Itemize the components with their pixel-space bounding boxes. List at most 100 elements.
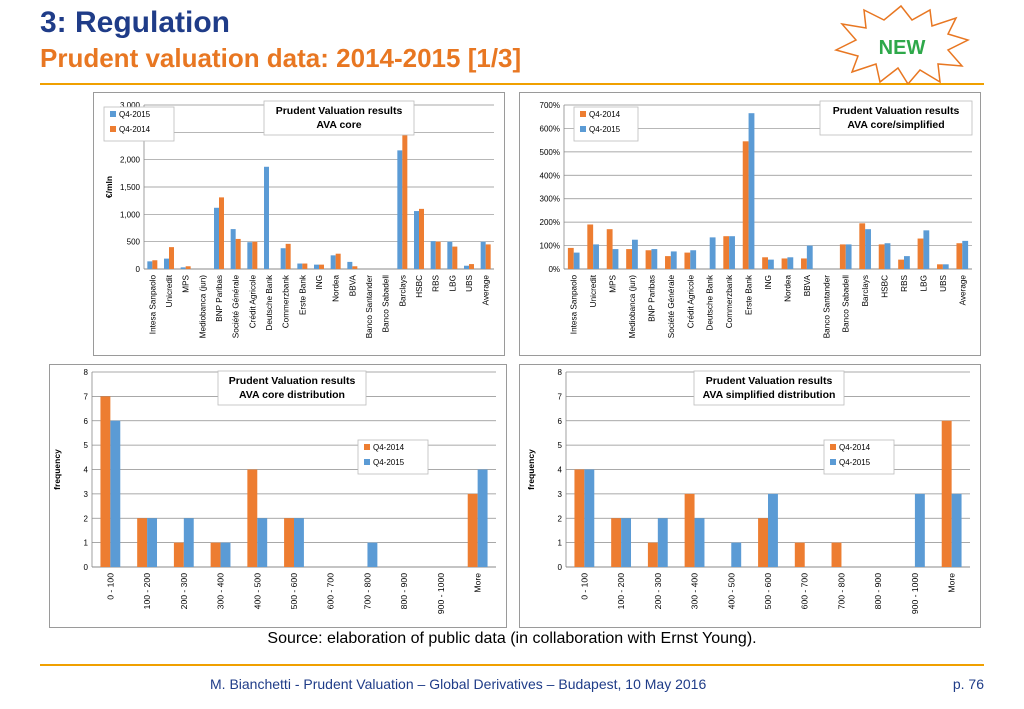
bar	[956, 243, 963, 269]
x-tick-label: Nordea	[783, 275, 792, 302]
x-tick-label: Nordea	[332, 275, 341, 302]
y-axis-label: frequency	[526, 449, 536, 490]
legend-swatch	[830, 444, 836, 450]
bar	[567, 247, 574, 269]
bar	[347, 261, 353, 269]
y-tick-label: 7	[84, 392, 89, 401]
y-tick-label: 400%	[540, 171, 560, 180]
source-note: Source: elaboration of public data (in c…	[267, 630, 757, 647]
bar	[257, 518, 268, 567]
legend-label: Q4-2014	[119, 125, 151, 134]
x-tick-label: 400 - 500	[726, 573, 736, 610]
x-tick-label: Erste Bank	[745, 274, 754, 315]
legend-label: Q4-2015	[839, 458, 871, 467]
x-tick-label: 700 - 800	[362, 573, 372, 610]
chart-title-line: Prudent Valuation results	[276, 105, 403, 117]
bar	[748, 113, 755, 269]
chart-title-line: Prudent Valuation results	[706, 375, 833, 387]
x-tick-label: UBS	[465, 274, 474, 291]
bar	[302, 263, 308, 269]
x-tick-label: Unicredit	[165, 274, 174, 307]
legend-label: Q4-2015	[119, 110, 151, 119]
bar	[684, 252, 691, 269]
y-tick-label: 5	[84, 441, 89, 450]
bar	[942, 264, 949, 269]
bar	[452, 246, 458, 269]
bar	[467, 493, 478, 567]
bar	[480, 241, 486, 269]
chart-panel-ava-simplified-distribution: 0 1 2 3 4 5 6 7 8 frequency 0 - 100 100 - 200 200 - …	[519, 364, 981, 628]
chart-title-box	[693, 370, 845, 406]
x-tick-label: Deutsche Bank	[706, 274, 715, 330]
bar	[621, 518, 632, 567]
x-tick-label: 200 - 300	[179, 573, 189, 610]
x-tick-label: RBS	[900, 274, 909, 291]
bar	[419, 208, 424, 269]
bar	[587, 224, 594, 269]
bar	[183, 518, 194, 567]
y-tick-label: 0%	[548, 265, 560, 274]
bar	[285, 243, 291, 269]
chart-title-line: Prudent Valuation results	[833, 105, 960, 117]
x-tick-label: 300 - 400	[690, 573, 700, 610]
bar	[397, 150, 403, 269]
bar	[723, 236, 730, 269]
bar	[180, 267, 186, 269]
bar	[806, 245, 813, 269]
x-tick-label: 200 - 300	[653, 573, 663, 610]
bar	[414, 211, 419, 269]
x-tick-label: Commerzbank	[282, 274, 291, 328]
x-tick-label: Unicredit	[589, 274, 598, 307]
x-tick-label: 100 - 200	[142, 573, 152, 610]
x-tick-label: 400 - 500	[252, 573, 262, 610]
bar	[247, 242, 253, 269]
bar	[210, 542, 221, 567]
x-tick-label: HSBC	[415, 275, 424, 298]
bar	[214, 207, 219, 269]
y-tick-label: 700%	[540, 101, 560, 110]
y-tick-label: 4	[84, 466, 89, 475]
bar	[647, 542, 658, 567]
y-tick-label: 3	[84, 490, 89, 499]
bar	[657, 518, 668, 567]
y-tick-label: 5	[558, 441, 563, 450]
legend-swatch	[364, 444, 370, 450]
chart-title-box	[217, 370, 367, 406]
x-tick-label: BNP Paribas	[647, 275, 656, 322]
bar	[729, 236, 735, 269]
x-tick-label: BBVA	[348, 274, 357, 296]
bar	[758, 518, 768, 567]
y-tick-label: 3	[558, 490, 563, 499]
y-tick-label: 200%	[540, 218, 560, 227]
chart-ava-core: 05001,0001,5002,0002,5003,000€/mlnIntesa…	[103, 100, 494, 338]
y-tick-label: 4	[558, 466, 563, 475]
y-tick-label: 1	[558, 539, 563, 548]
x-tick-label: Deutsche Bank	[265, 274, 274, 330]
bar	[464, 265, 469, 269]
y-tick-label: 2,000	[120, 156, 141, 165]
y-tick-label: 600%	[540, 124, 560, 133]
x-tick-label: RBS	[432, 274, 441, 291]
bar	[185, 266, 191, 269]
chart-ava-core-distribution: 0 1 2 3 4 5 6 7 8 frequency 0 - 100 100 - 200 200 - …	[52, 368, 496, 614]
bar	[447, 241, 453, 269]
y-tick-label: 3,000	[120, 101, 141, 110]
bar	[137, 518, 148, 567]
bar	[878, 244, 885, 269]
bar	[297, 263, 303, 269]
legend-label: Q4-2015	[589, 125, 621, 134]
bar	[319, 264, 324, 269]
bar	[831, 542, 842, 567]
y-tick-label: 8	[84, 368, 89, 377]
legend-swatch	[580, 126, 586, 132]
bar	[611, 518, 622, 567]
bar	[917, 238, 924, 269]
legend-swatch	[364, 459, 370, 465]
chart-ava-simplified-distribution: 0 1 2 3 4 5 6 7 8 frequency 0 - 100 100 - 200 200 - …	[526, 368, 970, 614]
bar	[147, 261, 153, 269]
x-tick-label: Crédit Agricole	[248, 275, 257, 329]
bar	[435, 241, 441, 269]
y-tick-label: 8	[558, 368, 563, 377]
bar	[787, 257, 794, 269]
bar	[173, 542, 184, 567]
